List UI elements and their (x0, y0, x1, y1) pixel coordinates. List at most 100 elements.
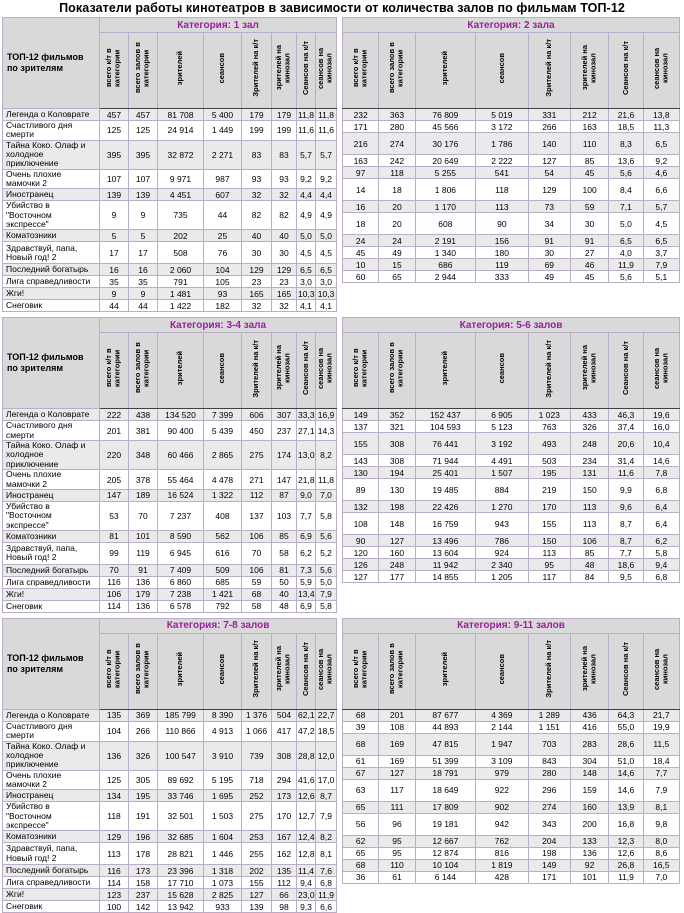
column-header: сеансов (475, 32, 529, 109)
film-name-cell: Здравствуй, папа, Новый год! 2 (2, 241, 100, 265)
value-cell: 45 (569, 270, 610, 283)
value-cell: 6,5 (608, 234, 644, 247)
value-cell: 922 (475, 778, 529, 802)
film-name-cell: Снеговик (2, 299, 100, 313)
table-row: 63 117 18 649 922 296 159 14,6 7,9 (341, 778, 681, 802)
value-cell: 68 (341, 732, 380, 756)
value-cell: 112 (271, 876, 297, 890)
table-slot: ТОП-12 фильмов по зрителям Категория: 3-4… (2, 317, 338, 613)
value-cell: 205 (99, 469, 129, 490)
column-header-label: зрителей (440, 351, 450, 386)
value-cell: 5 (128, 229, 158, 243)
table-head: Категория: 9-11 залов всего к/т в категор… (341, 617, 681, 710)
value-cell: 189 (128, 488, 158, 502)
value-cell: 9,2 (642, 154, 681, 167)
value-cell: 1 066 (241, 720, 272, 742)
category-table: ТОП-12 фильмов по зрителям Категория: 1 з… (2, 17, 338, 313)
value-cell: 76 809 (414, 108, 477, 121)
value-cell: 5,1 (642, 270, 681, 283)
value-cell: 18 649 (414, 778, 477, 802)
table-row: Коматозники 81 101 8 590 562 106 85 6,9 5,6 (2, 529, 338, 543)
value-cell: 195 (527, 466, 571, 480)
value-cell: 18,6 (608, 558, 644, 572)
value-cell: 457 (128, 108, 158, 121)
value-cell: 106 (99, 587, 129, 601)
value-cell: 14 (341, 178, 380, 201)
column-header-label: всего к/т в категории (351, 48, 369, 88)
value-cell: 136 (128, 575, 158, 589)
table-row: Снеговик 100 142 13 942 933 139 98 9,3 6,6 (2, 900, 338, 913)
value-cell: 1 322 (203, 488, 242, 502)
value-cell: 198 (378, 500, 416, 514)
value-cell: 107 (128, 168, 158, 190)
value-cell: 97 (341, 166, 380, 179)
value-cell: 4 491 (475, 454, 529, 468)
value-cell: 902 (475, 800, 529, 814)
value-cell: 22 426 (414, 500, 477, 514)
value-cell: 91 (569, 234, 610, 247)
value-cell: 2 865 (203, 440, 242, 471)
value-cell: 13 604 (414, 546, 477, 560)
value-cell: 108 (341, 512, 380, 536)
films-column-header: ТОП-12 фильмов по зрителям (2, 617, 100, 710)
category-table: ТОП-12 фильмов по зрителям Категория: 3-4… (2, 317, 338, 613)
value-cell: 143 (341, 454, 380, 468)
value-cell: 1 318 (203, 864, 242, 878)
value-cell: 156 (475, 234, 529, 247)
value-cell: 136 (569, 846, 610, 860)
value-cell: 4,0 (608, 246, 644, 259)
value-cell: 81 (99, 529, 129, 543)
column-header-label: всего к/т в категории (104, 48, 122, 88)
value-cell: 113 (475, 200, 529, 213)
table-slot: Категория: 2 зала всего к/т в категории вс… (341, 17, 681, 312)
value-cell: 125 (99, 120, 129, 141)
value-cell: 7,9 (314, 801, 338, 832)
value-cell: 4 369 (475, 708, 529, 722)
table-row: 65 111 17 809 902 274 160 13,9 8,1 (341, 800, 681, 814)
value-cell: 9,2 (296, 168, 316, 190)
value-cell: 9,0 (296, 488, 316, 502)
table-row: Последний богатырь 116 173 23 396 1 318 202 13… (2, 864, 338, 878)
column-header: всего залов в категории (128, 32, 158, 109)
value-cell: 606 (241, 408, 272, 422)
column-header: всего к/т в категории (99, 32, 129, 109)
value-cell: 242 (378, 154, 416, 167)
column-header: всего залов в категории (378, 632, 416, 710)
value-cell: 5,9 (296, 575, 316, 589)
value-cell: 943 (475, 512, 529, 536)
table-row: Лига справедливости 114 158 17 710 1 073 155 1… (2, 876, 338, 890)
value-cell: 14,6 (608, 766, 644, 780)
value-cell: 12,0 (314, 740, 338, 771)
film-name-cell: Тайна Коко. Олаф и холодное приключение (2, 440, 100, 471)
value-cell: 18,5 (608, 120, 644, 133)
value-cell: 65 (341, 800, 380, 814)
value-cell: 19,6 (642, 408, 681, 422)
value-cell: 1 449 (203, 120, 242, 141)
value-cell: 61 (378, 870, 416, 884)
value-cell: 11,9 (608, 870, 644, 884)
value-cell: 19 181 (414, 812, 477, 836)
category-table: Категория: 2 зала всего к/т в категории вс… (341, 17, 681, 283)
value-cell: 95 (378, 834, 416, 848)
table-row: 56 96 19 181 942 343 200 16,8 9,8 (341, 812, 681, 836)
value-cell: 237 (128, 888, 158, 902)
value-cell: 134 520 (157, 408, 204, 422)
value-cell: 6,9 (296, 529, 316, 543)
value-cell: 395 (99, 139, 129, 170)
table-row: 14 18 1 806 118 129 100 8,4 6,6 (341, 178, 681, 201)
value-cell: 17 (99, 241, 129, 265)
column-header-label: сеансов (496, 653, 506, 685)
table-row: Счастливого дня смерти 104 266 110 866 4 913… (2, 720, 338, 742)
value-cell: 2 825 (203, 888, 242, 902)
value-cell: 81 (271, 563, 297, 577)
value-cell: 32 (271, 188, 297, 202)
value-cell: 7,7 (296, 500, 316, 531)
table-row: Тайна Коко. Олаф и холодное приключение 3… (2, 139, 338, 170)
column-header-label: Зрителей на к/т (543, 640, 553, 698)
value-cell: 457 (99, 108, 129, 121)
value-cell: 987 (203, 168, 242, 190)
column-header-label: зрителей на кинозал (580, 45, 598, 91)
table-row: 97 118 5 255 541 54 45 5,6 4,6 (341, 166, 681, 179)
value-cell: 123 (99, 888, 129, 902)
value-cell: 163 (569, 120, 610, 133)
